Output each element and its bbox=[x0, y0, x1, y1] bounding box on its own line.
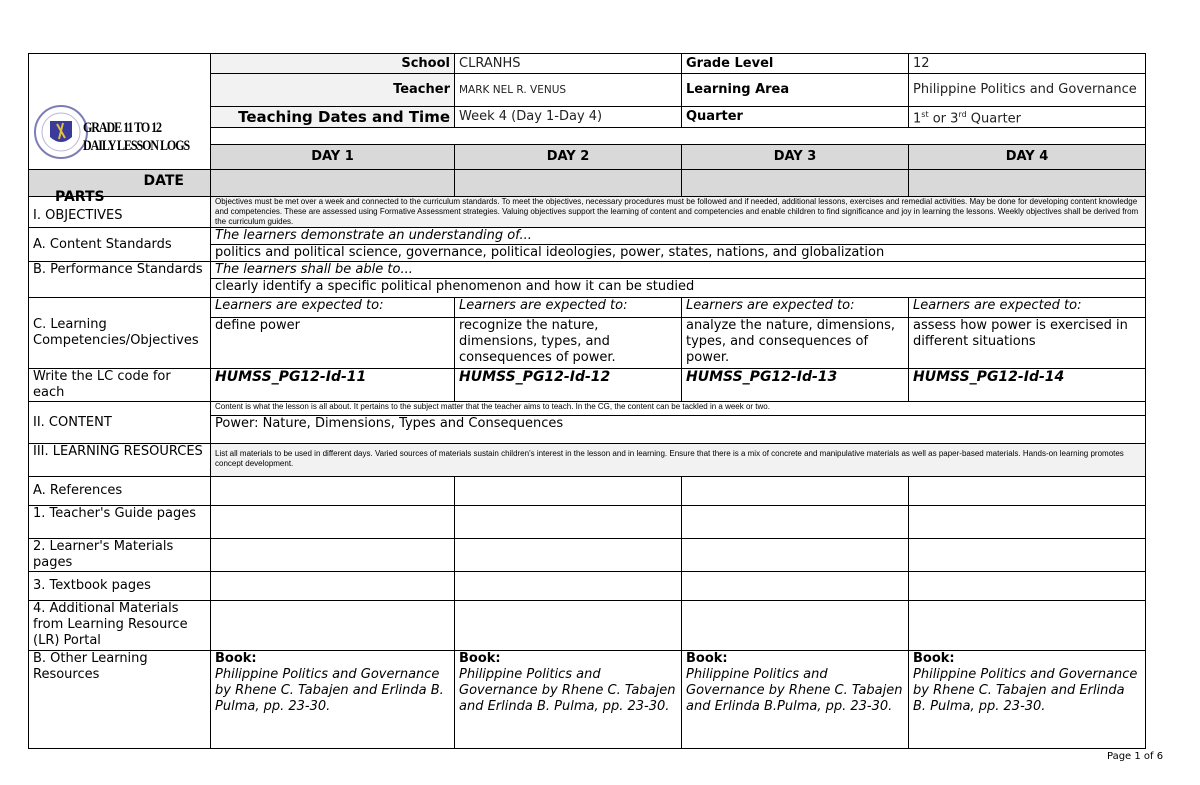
day-1-date[interactable] bbox=[210, 169, 455, 198]
book-citation: Philippine Politics and Governance by Rh… bbox=[215, 667, 444, 715]
learners-materials-day-1[interactable] bbox=[210, 538, 455, 573]
learners-materials-day-3[interactable] bbox=[681, 538, 909, 573]
spacer-row bbox=[210, 127, 1146, 146]
teachers-guide-day-3[interactable] bbox=[681, 505, 909, 540]
other-resources-day-1: Book: Philippine Politics and Governance … bbox=[210, 650, 455, 750]
title-line-2: DAILY LESSON LOGS bbox=[83, 138, 190, 154]
teacher-label: Teacher bbox=[210, 73, 455, 107]
content-note: Content is what the lesson is all about.… bbox=[210, 401, 1146, 417]
learning-resources-label: III. LEARNING RESOURCES bbox=[28, 443, 211, 478]
day-4-header: DAY 4 bbox=[908, 144, 1146, 171]
references-day-1[interactable] bbox=[210, 476, 455, 507]
date-label: DATE bbox=[143, 173, 184, 190]
document-title: GRADE 11 TO 12 DAILY LESSON LOGS bbox=[83, 119, 190, 155]
competency-day-2: recognize the nature, dimensions, types,… bbox=[454, 317, 682, 370]
lc-code-day-4: HUMSS_PG12-Id-14 bbox=[908, 368, 1146, 403]
lc-code-day-3: HUMSS_PG12-Id-13 bbox=[681, 368, 909, 403]
content-text: Power: Nature, Dimensions, Types and Con… bbox=[210, 415, 1146, 445]
logo-cell: GRADE 11 TO 12 DAILY LESSON LOGS bbox=[28, 52, 211, 170]
school-value: CLRANHS bbox=[454, 53, 682, 74]
day-4-date[interactable] bbox=[908, 169, 1146, 198]
teachers-guide-day-2[interactable] bbox=[454, 505, 682, 540]
book-citation: Philippine Politics and Governance by Rh… bbox=[686, 667, 903, 715]
day-2-date[interactable] bbox=[454, 169, 682, 198]
content-standards-intro: The learners demonstrate an understandin… bbox=[210, 227, 1146, 246]
competency-day-4: assess how power is exercised in differe… bbox=[908, 317, 1146, 370]
competencies-label: C. Learning Competencies/Objectives bbox=[28, 297, 211, 370]
parts-label: PARTS bbox=[55, 189, 105, 206]
competencies-intro-day-4: Learners are expected to: bbox=[908, 297, 1146, 319]
book-citation: Philippine Politics and Governance by Rh… bbox=[913, 667, 1138, 715]
additional-day-2[interactable] bbox=[454, 600, 682, 652]
content-standards-label: A. Content Standards bbox=[28, 227, 211, 263]
competencies-intro-day-3: Learners are expected to: bbox=[681, 297, 909, 319]
date-parts-cell: DATE PARTS bbox=[28, 169, 211, 205]
competency-day-1: define power bbox=[210, 317, 455, 370]
book-citation: Philippine Politics and Governance by Rh… bbox=[459, 667, 676, 715]
teacher-value: MARK NEL R. VENUS bbox=[454, 73, 682, 107]
grade-level-value: 12 bbox=[908, 53, 1146, 74]
daily-lesson-log-table: GRADE 11 TO 12 DAILY LESSON LOGS School … bbox=[28, 52, 1146, 750]
performance-standards-intro: The learners shall be able to... bbox=[210, 261, 1146, 280]
references-day-4[interactable] bbox=[908, 476, 1146, 507]
textbook-label: 3. Textbook pages bbox=[28, 571, 211, 602]
grade-level-label: Grade Level bbox=[681, 53, 909, 74]
teaching-dates-label: Teaching Dates and Time bbox=[210, 105, 455, 129]
competency-day-3: analyze the nature, dimensions, types, a… bbox=[681, 317, 909, 370]
additional-day-4[interactable] bbox=[908, 600, 1146, 652]
learning-resources-note: List all materials to be used in differe… bbox=[210, 443, 1146, 478]
teachers-guide-day-4[interactable] bbox=[908, 505, 1146, 540]
textbook-day-1[interactable] bbox=[210, 571, 455, 602]
day-3-header: DAY 3 bbox=[681, 144, 909, 171]
learners-materials-day-4[interactable] bbox=[908, 538, 1146, 573]
performance-standards-label: B. Performance Standards bbox=[28, 261, 211, 299]
learners-materials-label: 2. Learner's Materials pages bbox=[28, 538, 211, 573]
additional-day-3[interactable] bbox=[681, 600, 909, 652]
quarter-value: 1st or 3rd Quarter bbox=[908, 105, 1146, 129]
page-number: Page 1 of 6 bbox=[1107, 751, 1164, 762]
other-resources-day-2: Book: Philippine Politics and Governance … bbox=[454, 650, 682, 750]
additional-day-1[interactable] bbox=[210, 600, 455, 652]
references-day-3[interactable] bbox=[681, 476, 909, 507]
textbook-day-2[interactable] bbox=[454, 571, 682, 602]
book-label: Book: bbox=[459, 651, 501, 667]
learning-area-label: Learning Area bbox=[681, 73, 909, 107]
title-line-1: GRADE 11 TO 12 bbox=[83, 120, 162, 136]
lc-code-day-2: HUMSS_PG12-Id-12 bbox=[454, 368, 682, 403]
book-label: Book: bbox=[215, 651, 257, 667]
performance-standards-text: clearly identify a specific political ph… bbox=[210, 278, 1146, 299]
book-label: Book: bbox=[686, 651, 728, 667]
objectives-note: Objectives must be met over a week and c… bbox=[210, 196, 1146, 229]
other-resources-day-3: Book: Philippine Politics and Governance … bbox=[681, 650, 909, 750]
teachers-guide-label: 1. Teacher's Guide pages bbox=[28, 505, 211, 540]
teachers-guide-day-1[interactable] bbox=[210, 505, 455, 540]
content-label: II. CONTENT bbox=[28, 401, 211, 445]
competencies-intro-day-1: Learners are expected to: bbox=[210, 297, 455, 319]
textbook-day-3[interactable] bbox=[681, 571, 909, 602]
references-label: A. References bbox=[28, 476, 211, 507]
quarter-label: Quarter bbox=[681, 105, 909, 129]
references-day-2[interactable] bbox=[454, 476, 682, 507]
learning-area-value: Philippine Politics and Governance bbox=[908, 73, 1146, 107]
teaching-dates-value: Week 4 (Day 1-Day 4) bbox=[454, 105, 682, 129]
content-standards-text: politics and political science, governan… bbox=[210, 244, 1146, 263]
day-3-date[interactable] bbox=[681, 169, 909, 198]
additional-materials-label: 4. Additional Materials from Learning Re… bbox=[28, 600, 211, 652]
competencies-intro-day-2: Learners are expected to: bbox=[454, 297, 682, 319]
day-1-header: DAY 1 bbox=[210, 144, 455, 171]
other-resources-day-4: Book: Philippine Politics and Governance … bbox=[908, 650, 1146, 750]
textbook-day-4[interactable] bbox=[908, 571, 1146, 602]
lc-code-label: Write the LC code for each bbox=[28, 368, 211, 403]
lc-code-day-1: HUMSS_PG12-Id-11 bbox=[210, 368, 455, 403]
other-resources-label: B. Other Learning Resources bbox=[28, 650, 211, 750]
school-label: School bbox=[210, 53, 455, 74]
day-2-header: DAY 2 bbox=[454, 144, 682, 171]
deped-seal-icon bbox=[34, 105, 88, 159]
book-label: Book: bbox=[913, 651, 955, 667]
learners-materials-day-2[interactable] bbox=[454, 538, 682, 573]
